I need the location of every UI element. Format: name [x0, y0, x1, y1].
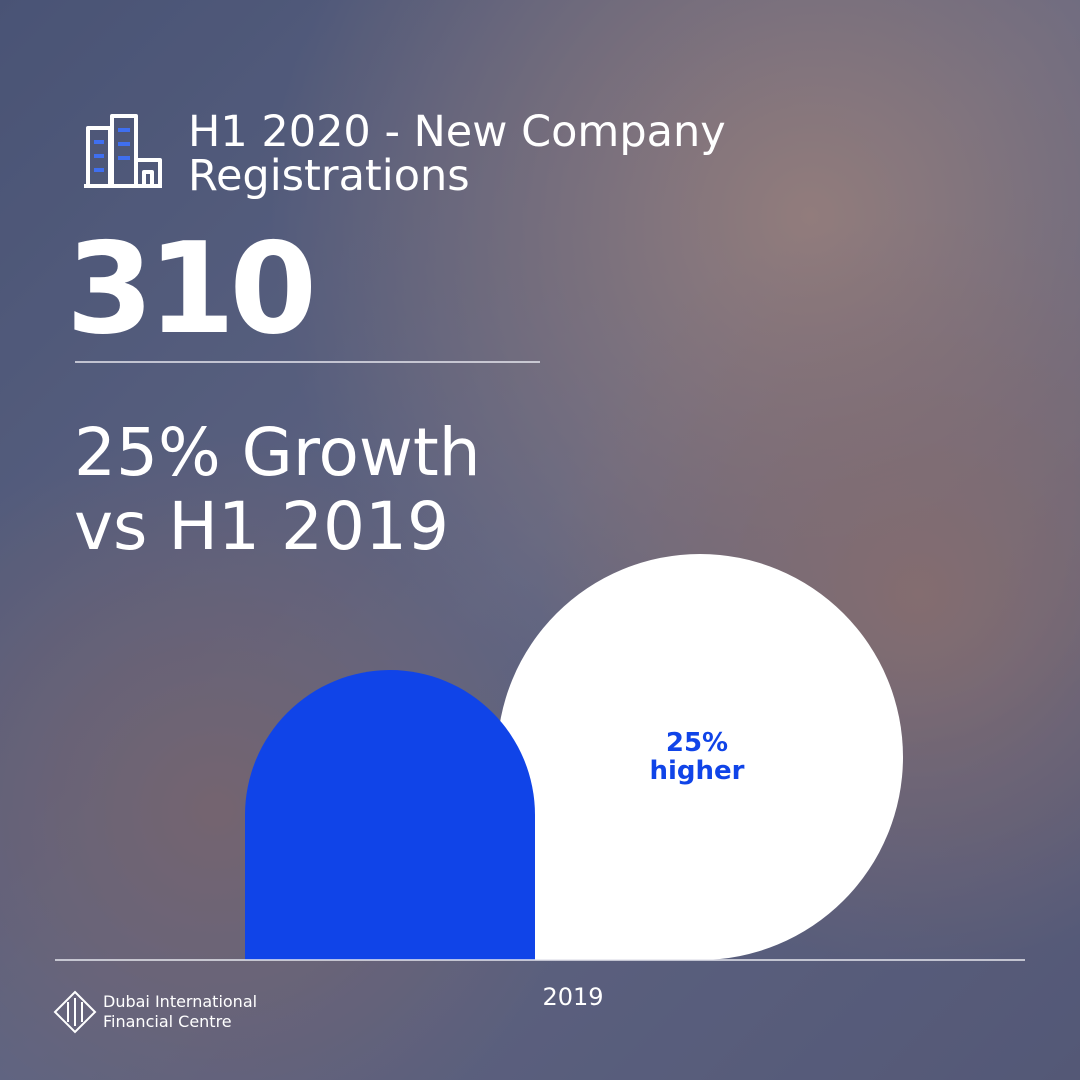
- title-line: Registrations: [188, 151, 470, 201]
- growth-line: vs H1 2019: [74, 488, 449, 565]
- logo-text: Financial Centre: [103, 1012, 232, 1031]
- headline-number: 310: [66, 215, 311, 362]
- growth-line: 25% Growth: [74, 414, 481, 491]
- year-label: 2019: [542, 983, 603, 1011]
- title-line: H1 2020 - New Company: [188, 107, 726, 157]
- comparison-shape-2019: [245, 670, 535, 960]
- logo-mark: [53, 990, 97, 1034]
- buildings-icon: [84, 114, 162, 188]
- comparison-label: 25%: [666, 728, 728, 758]
- comparison-shape-2020: [535, 757, 700, 960]
- logo-text: Dubai International: [103, 992, 257, 1011]
- comparison-label: higher: [650, 756, 745, 786]
